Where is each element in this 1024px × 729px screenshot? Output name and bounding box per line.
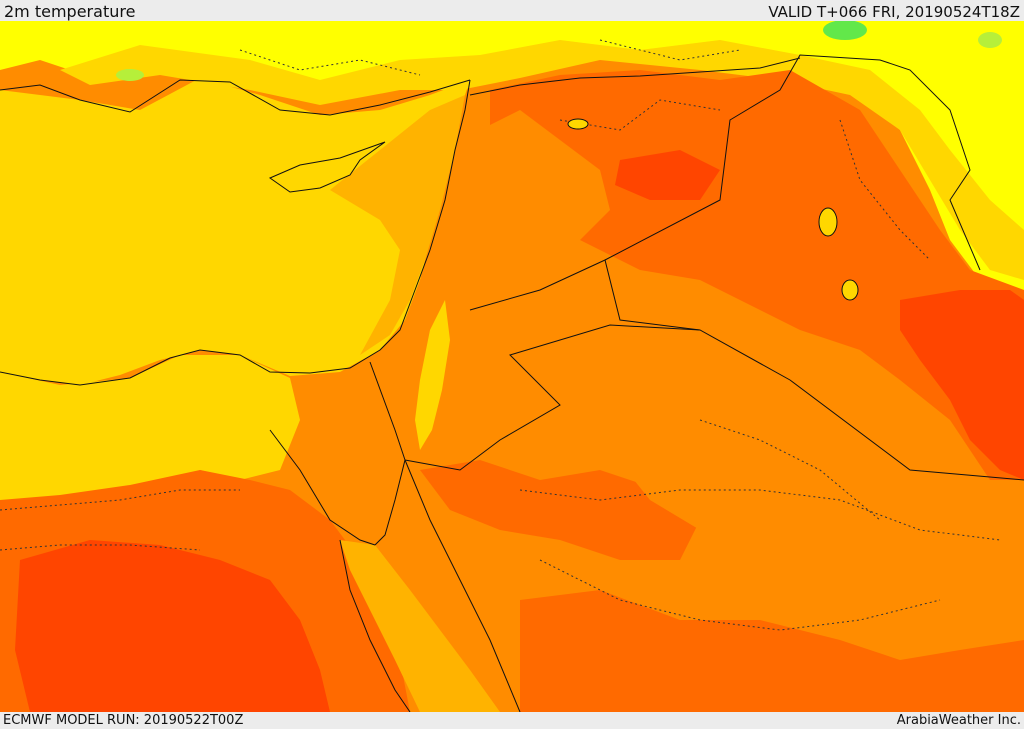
- admin-boundaries: [0, 39, 1001, 631]
- zone-yellow-orange-egypt: [0, 355, 300, 505]
- syria-jordan-border: [604, 54, 981, 271]
- sea-coastal-tint: [330, 95, 465, 355]
- zone-dark-orange-saudi: [420, 460, 700, 560]
- levant-coast: [0, 79, 471, 386]
- footer-bar: ECMWF MODEL RUN: 20190522T00Z ArabiaWeat…: [0, 712, 1024, 729]
- credit-label: ArabiaWeather Inc.: [896, 713, 1021, 728]
- red-sea: [340, 540, 500, 712]
- sinai-border: [369, 361, 406, 461]
- cyprus-island: [268, 141, 386, 193]
- turkey-coast: [0, 79, 471, 116]
- coastlines-borders: [0, 54, 1024, 712]
- zone-dark-orange-saudi-south: [520, 590, 1024, 712]
- model-run-label: ECMWF MODEL RUN: 20190522T00Z: [3, 713, 244, 728]
- jordan-border: [404, 324, 1024, 481]
- turkey-syria-border: [469, 57, 801, 96]
- zone-orange-syria-west: [465, 110, 610, 240]
- gulf-aqaba: [374, 459, 406, 546]
- zone-yellow-north: [0, 21, 1024, 300]
- zone-red-syria: [615, 150, 720, 200]
- green-spot-north: [823, 21, 867, 40]
- red-sea-west: [339, 539, 411, 712]
- lake-iraq-1: [818, 207, 838, 237]
- temperature-map[interactable]: [0, 21, 1024, 712]
- zone-red-east: [900, 290, 1024, 480]
- zone-orange-saudi-mid: [600, 360, 860, 540]
- map-title: 2m temperature: [4, 2, 136, 21]
- zone-red-egypt: [15, 540, 330, 712]
- zone-yellow-orange-north: [60, 40, 1024, 280]
- green-spot-northwest: [116, 69, 144, 81]
- gulf-suez: [269, 429, 376, 546]
- red-sea-east: [404, 459, 521, 712]
- green-spot-northeast: [978, 32, 1002, 48]
- valid-time-label: VALID T+066 FRI, 20190524T18Z: [768, 3, 1020, 21]
- header-bar: 2m temperature VALID T+066 FRI, 20190524…: [0, 0, 1024, 21]
- lake-syria: [567, 118, 589, 130]
- jordan-rift: [415, 300, 450, 450]
- lake-iraq-2: [841, 279, 859, 301]
